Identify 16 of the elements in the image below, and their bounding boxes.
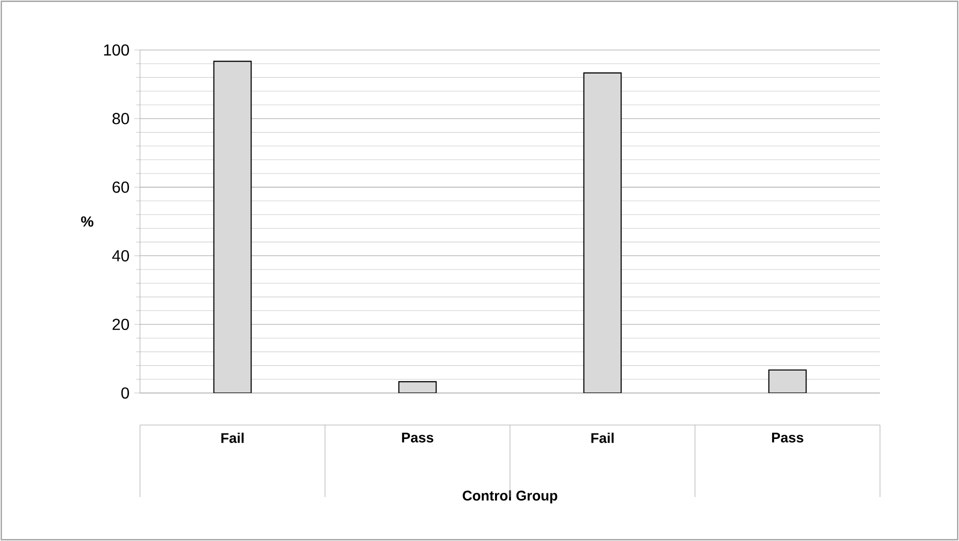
bar [398, 381, 437, 393]
bar [768, 369, 807, 393]
bar [583, 72, 622, 393]
x-tick-label: Fail [221, 432, 244, 444]
x-tick-label: Pass [772, 432, 804, 442]
y-tick-label: 60 [112, 182, 129, 193]
y-tick-label: 100 [104, 44, 129, 56]
y-tick-label: 0 [121, 387, 129, 399]
bar [213, 60, 252, 393]
y-axis-title: % [81, 216, 94, 227]
x-tick-label: Fail [591, 432, 614, 444]
y-tick-label: 40 [112, 250, 129, 262]
x-tick-label: Pass [402, 432, 434, 442]
y-tick-label: 80 [112, 112, 129, 124]
y-tick-label: 20 [112, 318, 129, 330]
x-axis-title: Control Group [462, 490, 558, 504]
